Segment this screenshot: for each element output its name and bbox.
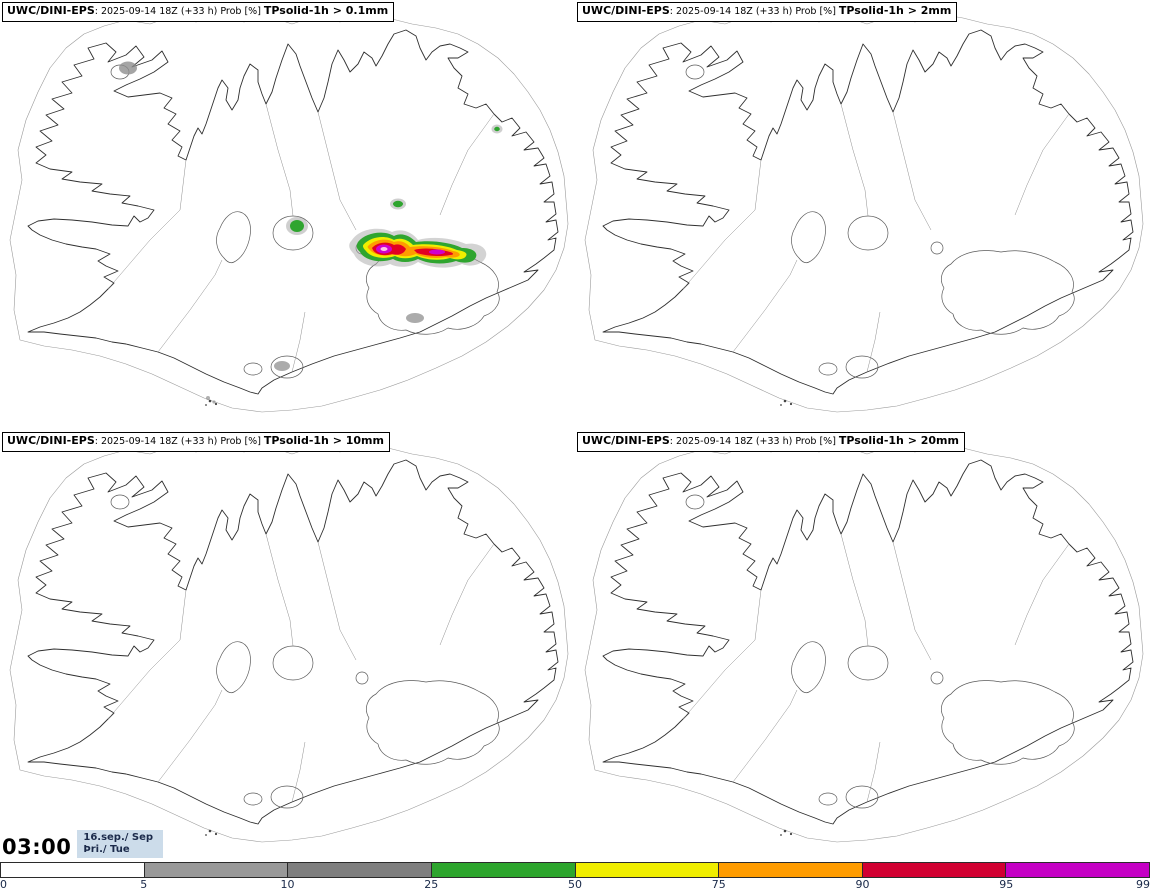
prob-spot-gray xyxy=(206,396,210,400)
prob-spot-gray xyxy=(406,313,424,323)
colorbar-label: 90 xyxy=(855,878,870,891)
colorbar-segment xyxy=(862,863,1007,877)
colorbar-segment xyxy=(1,863,145,877)
map-panel-10mm: UWC/DINI-EPS: 2025-09-14 18Z (+33 h) Pro… xyxy=(0,430,575,860)
colorbar-segment xyxy=(1006,863,1149,877)
iceland-map xyxy=(9,13,569,413)
iceland-map xyxy=(584,443,1144,843)
threshold-label: TPsolid-1h > 10mm xyxy=(263,434,384,447)
prob-spot-gray xyxy=(119,61,137,75)
colorbar-segment xyxy=(431,863,576,877)
panel-title: UWC/DINI-EPS: 2025-09-14 18Z (+33 h) Pro… xyxy=(577,2,958,22)
model-name: UWC/DINI-EPS xyxy=(582,434,670,447)
map-panel-0p1mm: UWC/DINI-EPS: 2025-09-14 18Z (+33 h) Pro… xyxy=(0,0,575,430)
colorbar-footer: 0 5 10 25 50 75 90 95 99 xyxy=(0,860,1150,891)
colorbar-segment xyxy=(575,863,720,877)
probability-overlay xyxy=(119,61,503,404)
colorbar-segment xyxy=(288,863,432,877)
colorbar-label: 50 xyxy=(568,878,582,891)
prob-contour-95pct xyxy=(429,249,445,255)
map-panel-20mm: UWC/DINI-EPS: 2025-09-14 18Z (+33 h) Pro… xyxy=(575,430,1150,860)
valid-date-line2: Þri./ Tue xyxy=(83,844,130,855)
valid-date-box: 16.sep./ Sep Þri./ Tue xyxy=(77,830,164,858)
colorbar-segment xyxy=(719,863,863,877)
threshold-label: TPsolid-1h > 20mm xyxy=(838,434,959,447)
iceland-map xyxy=(9,443,569,843)
panel-grid: UWC/DINI-EPS: 2025-09-14 18Z (+33 h) Pro… xyxy=(0,0,1150,860)
colorbar-label: 75 xyxy=(711,878,726,891)
colorbar-labels: 0 5 10 25 50 75 90 95 99 xyxy=(0,879,1150,891)
model-name: UWC/DINI-EPS xyxy=(7,434,95,447)
panel-title: UWC/DINI-EPS: 2025-09-14 18Z (+33 h) Pro… xyxy=(2,2,395,22)
run-info: : 2025-09-14 18Z (+33 h) Prob [%] xyxy=(94,436,264,447)
prob-spot-green xyxy=(494,126,500,132)
panel-title: UWC/DINI-EPS: 2025-09-14 18Z (+33 h) Pro… xyxy=(2,432,390,452)
threshold-label: TPsolid-1h > 2mm xyxy=(838,4,952,17)
valid-time: 03:00 xyxy=(2,835,72,859)
prob-spot-green xyxy=(290,220,304,232)
colorbar-label: 0 xyxy=(0,878,7,891)
colorbar-label: 5 xyxy=(140,878,148,891)
prob-spot-gray xyxy=(212,400,216,404)
run-info: : 2025-09-14 18Z (+33 h) Prob [%] xyxy=(669,6,839,17)
run-info: : 2025-09-14 18Z (+33 h) Prob [%] xyxy=(94,6,264,17)
colorbar-label: 10 xyxy=(280,878,295,891)
panel-title: UWC/DINI-EPS: 2025-09-14 18Z (+33 h) Pro… xyxy=(577,432,965,452)
model-name: UWC/DINI-EPS xyxy=(582,4,670,17)
colorbar-label: 25 xyxy=(424,878,439,891)
model-name: UWC/DINI-EPS xyxy=(7,4,95,17)
run-info: : 2025-09-14 18Z (+33 h) Prob [%] xyxy=(669,436,839,447)
colorbar-segment xyxy=(144,863,289,877)
prob-contour-core xyxy=(380,247,388,251)
iceland-map xyxy=(584,13,1144,413)
colorbar-label: 95 xyxy=(999,878,1014,891)
prob-spot-green xyxy=(393,200,403,208)
prob-spot-gray xyxy=(274,361,290,371)
map-panel-2mm: UWC/DINI-EPS: 2025-09-14 18Z (+33 h) Pro… xyxy=(575,0,1150,430)
valid-time-block: 03:00 16.sep./ Sep Þri./ Tue xyxy=(2,830,164,859)
colorbar-label: 99 xyxy=(1136,878,1150,891)
colorbar xyxy=(0,862,1150,878)
valid-date-line1: 16.sep./ Sep xyxy=(83,832,154,843)
threshold-label: TPsolid-1h > 0.1mm xyxy=(263,4,389,17)
